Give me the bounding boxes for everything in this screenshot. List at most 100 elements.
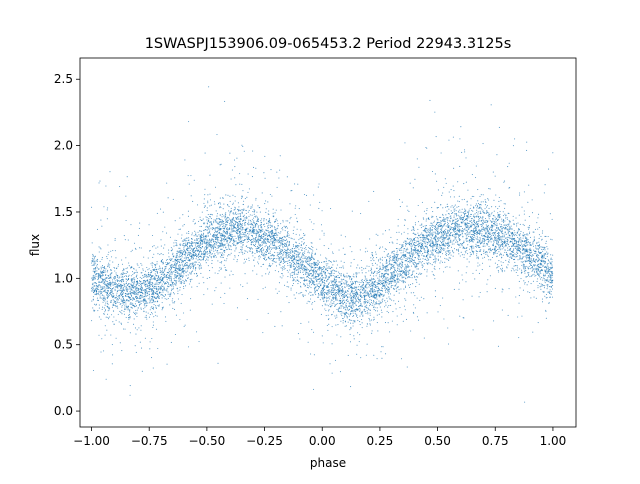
data-point (362, 284, 364, 287)
data-point (405, 265, 407, 267)
data-point (528, 184, 530, 186)
data-point (174, 268, 176, 270)
data-point (391, 252, 393, 254)
data-point (422, 243, 424, 245)
data-point (272, 208, 274, 210)
data-point (407, 228, 409, 230)
data-point (396, 231, 398, 233)
data-point (524, 233, 526, 236)
data-point (370, 283, 372, 285)
data-point (154, 263, 156, 266)
data-point (429, 234, 431, 236)
data-point (353, 258, 355, 261)
data-point (511, 228, 513, 230)
data-point (240, 236, 242, 238)
data-point (160, 282, 162, 284)
data-point (500, 252, 502, 254)
data-point (446, 218, 448, 220)
data-point (257, 225, 259, 227)
data-point (102, 282, 104, 284)
data-point (353, 315, 355, 317)
data-point (224, 100, 226, 103)
data-point (421, 273, 423, 275)
data-point (529, 242, 531, 244)
data-point (470, 204, 472, 206)
data-point (465, 272, 467, 274)
data-point (322, 289, 324, 291)
data-point (318, 261, 320, 263)
data-point (370, 299, 373, 301)
data-point (251, 204, 253, 206)
data-point (288, 245, 290, 247)
data-point (263, 257, 265, 259)
data-point (496, 223, 498, 225)
data-point (155, 307, 157, 309)
data-point (446, 210, 448, 212)
data-point (400, 257, 402, 259)
data-point (262, 332, 264, 334)
data-point (206, 240, 208, 242)
data-point (471, 235, 474, 237)
data-point (255, 242, 257, 244)
data-point (294, 297, 296, 299)
data-point (393, 264, 395, 266)
data-point (546, 296, 548, 299)
data-point (471, 224, 473, 226)
data-point (290, 237, 292, 239)
data-point (498, 237, 500, 239)
data-point (430, 229, 432, 231)
data-point (481, 217, 483, 219)
data-point (508, 223, 510, 225)
data-point (252, 217, 255, 219)
data-point (486, 225, 488, 227)
data-point (442, 213, 444, 215)
data-point (496, 225, 498, 227)
data-point (474, 221, 476, 223)
data-point (253, 232, 255, 234)
data-point (305, 290, 307, 292)
data-point (460, 218, 462, 220)
data-point (530, 252, 532, 254)
data-point (218, 227, 220, 229)
data-point (449, 252, 451, 254)
data-point (212, 227, 214, 229)
data-point (162, 261, 164, 263)
data-point (306, 257, 309, 259)
data-point (498, 248, 500, 250)
data-point (343, 273, 345, 275)
data-point (424, 230, 426, 232)
data-point (125, 257, 127, 259)
data-point (241, 224, 243, 226)
data-point (282, 221, 284, 223)
data-point (107, 318, 110, 320)
data-point (112, 284, 114, 286)
data-point (208, 226, 210, 228)
data-point (167, 258, 169, 261)
data-point (494, 234, 497, 236)
data-point (286, 227, 288, 229)
data-point (284, 250, 286, 253)
data-point (187, 259, 189, 261)
data-point (298, 248, 300, 250)
data-point (153, 301, 155, 303)
data-point (499, 216, 501, 218)
data-point (238, 206, 240, 208)
data-point (433, 249, 435, 251)
data-point (202, 246, 204, 248)
data-point (136, 312, 138, 314)
data-point (109, 292, 111, 294)
data-point (493, 225, 495, 227)
data-point (161, 309, 163, 311)
data-point (241, 220, 244, 222)
data-point (230, 245, 232, 247)
data-point (184, 238, 186, 240)
data-point (396, 283, 398, 285)
data-point (120, 303, 122, 305)
data-point (135, 275, 137, 277)
data-point (360, 313, 362, 315)
data-point (188, 254, 190, 256)
data-point (158, 296, 160, 298)
data-point (205, 243, 207, 245)
data-point (209, 215, 211, 218)
data-point (298, 234, 301, 236)
